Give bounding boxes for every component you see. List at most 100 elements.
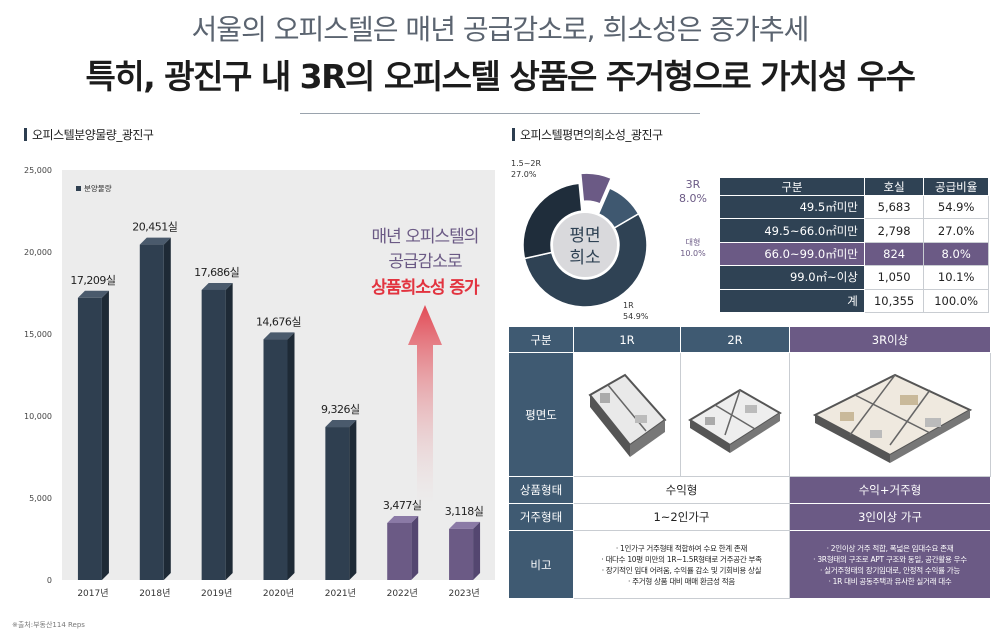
floorplan-2r <box>680 352 790 477</box>
note-line: · 3R형태의 구조로 APT 구조와 동일, 공간활용 우수 <box>813 554 967 564</box>
supply-table-row: 99.0㎡~이상 1,050 10.1% <box>719 265 989 290</box>
row-ratio: 27.0% <box>923 218 989 243</box>
donut-slice-1.5~2R <box>522 182 583 260</box>
note-line: · 1인가구 거주형태 적합하여 수요 한계 존재 <box>615 543 748 553</box>
floorplan-1r-icon <box>587 373 666 457</box>
bar-2019년 <box>201 282 233 580</box>
note-3r: · 2인이상 거주 적합, 폭넓은 임대수요 존재 · 3R형태의 구조로 AP… <box>789 530 991 599</box>
bar-value-label: 20,451실 <box>132 221 177 234</box>
y-tick-label: 25,000 <box>24 166 52 175</box>
bar-value-label: 3,118실 <box>445 505 484 518</box>
left-section-label: 오피스텔분양물량_광진구 <box>24 126 154 143</box>
headline-subtitle: 서울의 오피스텔은 매년 공급감소로, 희소성은 증가추세 <box>191 13 810 46</box>
row-note: 비고 · 1인가구 거주형태 적합하여 수요 한계 존재 · 대다수 10평 미… <box>508 530 991 599</box>
note-1r-2r: · 1인가구 거주형태 적합하여 수요 한계 존재 · 대다수 10평 미만의 … <box>573 530 790 599</box>
y-tick-label: 10,000 <box>24 412 52 421</box>
note-line: · 실거주형태의 장기임대로, 안정적 수익률 가능 <box>820 565 960 575</box>
bar-top <box>77 290 109 298</box>
donut-center-label: 평면 <box>569 226 600 246</box>
bar-side <box>225 282 233 580</box>
product-type-3r: 수익+거주형 <box>789 476 991 504</box>
x-tick-label: 2017년 <box>77 588 108 599</box>
header-1r: 1R <box>573 326 681 353</box>
source-note: ※출처:부동산114 Reps <box>12 621 85 629</box>
donut-label-name: 3R <box>686 178 701 191</box>
headline-title: 특히, 광진구 내 3R의 오피스텔 상품은 주거형으로 가치성 우수 <box>85 57 916 96</box>
row-category: 66.0~99.0㎡미만 <box>719 241 865 267</box>
row-ratio: 8.0% <box>923 241 989 267</box>
header-category: 구분 <box>508 326 574 353</box>
donut-label-value: 54.9% <box>623 312 649 321</box>
bar-side <box>411 515 419 580</box>
note-line: · 장기적인 임대 어려움, 수익률 감소 및 기회비용 상실 <box>601 565 762 575</box>
donut-label-name: 1.5~2R <box>511 159 542 168</box>
product-type-1r-2r: 수익형 <box>573 476 790 504</box>
row-category: 49.5㎡미만 <box>719 194 865 220</box>
bar-side <box>163 237 171 580</box>
note-line: · 1R 대비 공동주택과 유사한 실거래 대수 <box>828 576 952 586</box>
bar-side <box>349 420 357 580</box>
y-tick-label: 15,000 <box>24 330 52 339</box>
title-divider <box>300 113 700 114</box>
bar-2022년 <box>387 515 419 580</box>
row-label-note: 비고 <box>508 530 574 599</box>
y-tick-label: 5,000 <box>29 494 52 503</box>
left-section-text: 오피스텔분양물량_광진구 <box>32 128 154 142</box>
bar <box>325 427 350 580</box>
header-2r: 2R <box>680 326 790 353</box>
x-tick-label: 2023년 <box>448 588 479 599</box>
bar <box>77 297 102 580</box>
donut-slice-3R <box>579 172 613 205</box>
annotation-line3: 상품희소성 증가 <box>371 278 480 298</box>
bar-top <box>139 237 171 245</box>
row-units: 824 <box>863 241 925 267</box>
bar-side <box>287 332 295 580</box>
supply-table-row: 66.0~99.0㎡미만 824 8.0% <box>719 241 989 267</box>
household-type-3r: 3인이상 가구 <box>789 503 991 531</box>
row-product-type: 상품형태 수익형 수익+거주형 <box>508 476 991 504</box>
row-ratio: 54.9% <box>923 194 989 220</box>
bar-top <box>387 515 419 523</box>
row-category: 99.0㎡~이상 <box>719 265 865 290</box>
x-tick-label: 2022년 <box>387 588 418 599</box>
x-tick-label: 2018년 <box>139 588 170 599</box>
floorplan-3r <box>789 352 991 477</box>
supply-table-header: 구분 호실 공급비율 <box>719 177 989 196</box>
floorplan-1r <box>573 352 681 477</box>
legend-swatch <box>76 186 81 191</box>
donut-label-value: 8.0% <box>679 192 707 205</box>
bar-top <box>201 282 233 290</box>
supply-table-row: 49.5~66.0㎡미만 2,798 27.0% <box>719 218 989 243</box>
bar-2020년 <box>263 332 295 580</box>
bar <box>263 339 288 580</box>
bar-value-label: 9,326실 <box>321 403 360 416</box>
header-category: 구분 <box>719 177 865 196</box>
row-units: 1,050 <box>863 265 925 290</box>
bar <box>387 522 412 580</box>
unit-type-comparison-table: 구분 1R 2R 3R이상 평면도 <box>508 326 991 599</box>
floorplan-3r-icon <box>812 373 973 463</box>
legend-label: 분양물량 <box>84 184 112 193</box>
row-label-floorplan: 평면도 <box>508 352 574 477</box>
bar-2018년 <box>139 237 171 580</box>
row-category: 계 <box>719 288 865 313</box>
x-tick-label: 2021년 <box>325 588 356 599</box>
bar-2021년 <box>325 420 357 580</box>
right-section-label: 오피스텔평면의희소성_광진구 <box>512 126 663 143</box>
supply-table-row: 계 10,355 100.0% <box>719 288 989 313</box>
unit-table-header: 구분 1R 2R 3R이상 <box>508 326 991 353</box>
annotation-line1: 매년 오피스텔의 <box>372 227 479 247</box>
donut-label-name: 1R <box>623 301 634 310</box>
household-type-1r-2r: 1~2인가구 <box>573 503 790 531</box>
donut-slice-대형 <box>597 187 640 229</box>
donut-center <box>553 213 617 277</box>
y-tick-label: 0 <box>47 576 52 585</box>
donut-center-label: 희소 <box>569 248 600 268</box>
header-units: 호실 <box>863 177 925 196</box>
supply-bar-chart: 0 5,000 10,000 15,000 20,000 25,000 분양물량 17,209… <box>24 166 495 599</box>
bar <box>201 289 226 580</box>
header-3r: 3R이상 <box>789 326 991 353</box>
bar-top <box>449 521 481 529</box>
donut-label-name: 대형 <box>686 238 701 247</box>
